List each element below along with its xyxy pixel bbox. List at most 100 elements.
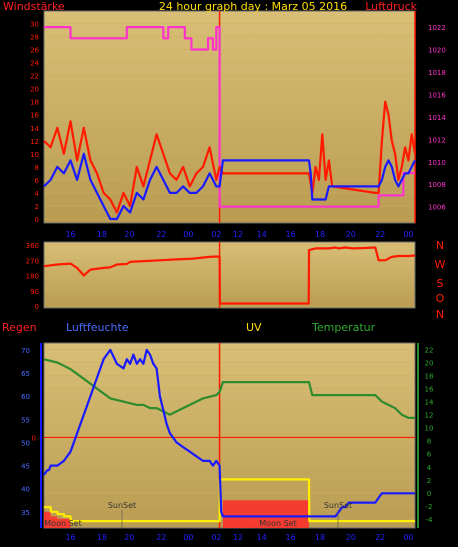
y-tick-label-left: 90	[30, 288, 39, 296]
y-tick-label-right: 8	[427, 438, 431, 446]
x-tick-label: 22	[375, 533, 385, 542]
x-tick-label: 16	[65, 533, 75, 542]
wind-pressure-series	[43, 11, 417, 223]
wind-pressure-ticks: 0246810121416182022242628301006100810101…	[30, 21, 446, 239]
x-tick-label: 00	[183, 230, 193, 239]
y-tick-label-right: 1014	[428, 114, 446, 122]
y-tick-label-left: 270	[26, 257, 39, 265]
humidity-series-line	[43, 348, 415, 518]
rain-bar	[50, 516, 58, 528]
x-tick-label: 18	[315, 230, 325, 239]
y-tick-label-right: 1016	[428, 91, 446, 99]
x-tick-label: 14	[257, 230, 267, 239]
y-tick-label-left: 2	[35, 203, 39, 211]
y-tick-label-left: 0	[35, 303, 39, 311]
y-tick-label-left: 20	[30, 86, 39, 94]
y-tick-label-right: -2	[426, 503, 433, 511]
wind-direction-grid	[44, 244, 415, 307]
y-tick-label-right: 1022	[428, 24, 446, 32]
y-tick-label-right: 2	[427, 477, 431, 485]
x-tick-label: 16	[65, 230, 75, 239]
x-tick-label: 16	[285, 533, 295, 542]
direction-label: O	[436, 292, 445, 305]
climate-panel	[43, 342, 416, 529]
temperature-label: Temperatur	[311, 321, 376, 334]
climate-ticks: 3540455055606570-4-202468101214161820220…	[21, 347, 434, 542]
y-tick-label-left: 6	[35, 177, 40, 185]
y-tick-label-left: 40	[21, 486, 30, 494]
climate-series	[43, 343, 415, 528]
y-tick-label-left: 16	[30, 112, 39, 120]
y-tick-label-left: 26	[30, 47, 39, 55]
x-tick-label: 20	[124, 533, 134, 542]
event-annotation: Moon Set	[44, 519, 81, 528]
wind-direction-series	[43, 242, 416, 308]
y-tick-label-right: 1010	[428, 159, 446, 167]
x-tick-label: 16	[285, 230, 295, 239]
y-tick-label-left: 10	[30, 151, 39, 159]
y-tick-label-left: 70	[21, 347, 30, 355]
x-tick-label: 02	[211, 533, 221, 542]
y-tick-label-left: 18	[30, 99, 39, 107]
chart-title: 24 hour graph day : Marz 05 2016	[159, 0, 347, 13]
x-tick-label: 14	[257, 533, 267, 542]
y-tick-label-right: 20	[425, 360, 434, 368]
x-tick-label: 00	[403, 533, 413, 542]
rain-zero-label: 0	[32, 434, 36, 442]
x-tick-label: 18	[97, 533, 107, 542]
wind-pressure-grid	[44, 23, 415, 220]
x-tick-label: 18	[315, 533, 325, 542]
rain-label: Regen	[2, 321, 37, 334]
pressure-label: Luftdruck	[365, 0, 417, 13]
direction-label: N	[436, 308, 444, 321]
uv-series-line	[44, 478, 415, 523]
y-tick-label-left: 180	[26, 273, 39, 281]
y-tick-label-right: -4	[426, 516, 434, 524]
y-tick-label-right: 1020	[428, 47, 446, 55]
y-tick-label-left: 60	[21, 393, 30, 401]
wind-speed-label: Windstärke	[3, 0, 65, 13]
y-tick-label-left: 30	[30, 21, 39, 29]
direction-label: S	[437, 277, 444, 290]
y-tick-label-right: 0	[427, 490, 431, 498]
y-tick-label-right: 1018	[428, 69, 446, 77]
y-tick-label-left: 12	[30, 138, 39, 146]
y-tick-label-right: 12	[425, 412, 434, 420]
humidity-label: Luftfeuchte	[66, 321, 129, 334]
x-tick-label: 22	[375, 230, 385, 239]
y-tick-label-right: 16	[425, 386, 434, 394]
y-tick-label-left: 24	[30, 60, 39, 68]
event-annotation: Moon Set	[259, 519, 296, 528]
y-tick-label-left: 0	[35, 216, 39, 224]
x-tick-label: 22	[156, 230, 166, 239]
y-tick-label-right: 1008	[428, 181, 446, 189]
direction-label: W	[435, 258, 446, 271]
x-tick-label: 12	[233, 533, 243, 542]
y-tick-label-right: 14	[425, 399, 434, 407]
x-tick-label: 20	[346, 533, 356, 542]
event-annotation: SunSet	[324, 501, 352, 510]
pressure-series-line	[44, 26, 415, 208]
rain-bar	[222, 500, 309, 528]
wind-pressure-panel	[43, 10, 416, 224]
y-tick-label-right: 22	[425, 347, 434, 355]
y-tick-label-right: 18	[425, 373, 434, 381]
wind-direction-panel	[43, 241, 416, 309]
y-tick-label-left: 22	[30, 73, 39, 81]
uv-label: UV	[246, 321, 262, 334]
x-tick-label: 12	[233, 230, 243, 239]
x-tick-label: 20	[346, 230, 356, 239]
direction-label: N	[436, 239, 444, 252]
x-tick-label: 02	[211, 230, 221, 239]
y-tick-label-left: 50	[21, 439, 30, 447]
wind-gust-series-line	[43, 100, 417, 214]
y-tick-label-right: 1006	[428, 204, 446, 212]
y-tick-label-right: 4	[427, 464, 432, 472]
y-tick-label-left: 8	[35, 164, 39, 172]
y-tick-label-left: 28	[30, 34, 39, 42]
x-tick-label: 22	[156, 533, 166, 542]
event-annotation: SunSet	[108, 501, 136, 510]
